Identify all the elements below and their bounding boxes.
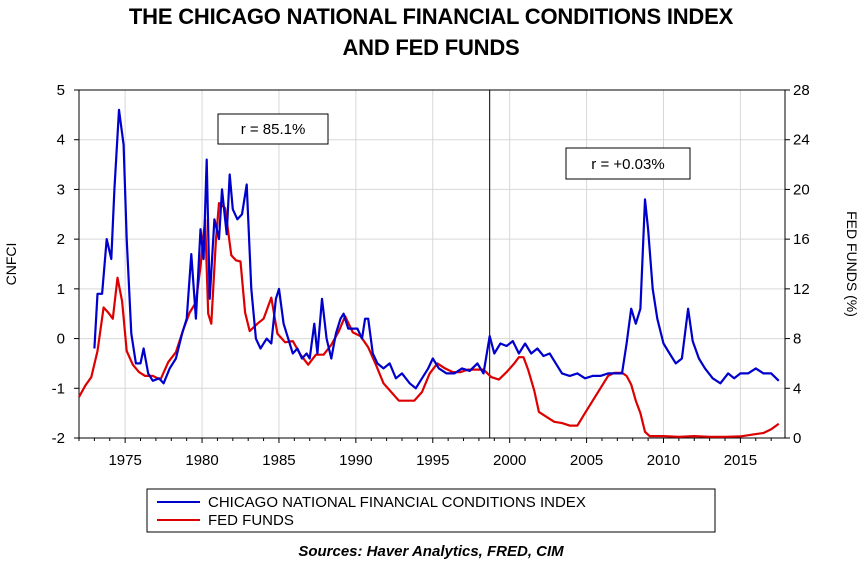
correlation-label-2: r = +0.03% (591, 156, 664, 173)
y2-tick-label: 12 (793, 281, 810, 298)
y2-axis-label: FED FUNDS (%) (844, 211, 860, 317)
annotation-box-2: r = +0.03% (565, 147, 691, 180)
series-layer (78, 108, 780, 438)
correlation-label-1: r = 85.1% (241, 121, 306, 138)
x-tick-label: 1980 (185, 452, 218, 469)
y-axis-label: CNFCI (3, 243, 19, 286)
x-tick-label: 1995 (416, 452, 449, 469)
source-note: Sources: Haver Analytics, FRED, CIM (298, 543, 564, 560)
series-line-cnfci (93, 108, 780, 390)
x-tick-label: 2005 (570, 452, 603, 469)
x-tick-label: 1975 (108, 452, 141, 469)
y-tick-label: 3 (57, 181, 65, 198)
y2-tick-label: 0 (793, 430, 801, 447)
chart-title-line1: THE CHICAGO NATIONAL FINANCIAL CONDITION… (128, 4, 734, 29)
y-tick-label: 0 (57, 331, 65, 348)
gridlines (79, 90, 785, 438)
chart-area: 5 4 3 2 1 0 -1 -2 28 24 20 16 12 8 4 0 1975 1980 1985 1990 1… (3, 82, 860, 533)
y-tick-label: 1 (57, 281, 65, 298)
y2-tick-label: 8 (793, 331, 801, 348)
x-tick-label: 1990 (339, 452, 372, 469)
x-tick-label: 2010 (647, 452, 680, 469)
plot-frame (78, 89, 786, 439)
x-tick-label: 2000 (493, 452, 526, 469)
x-tick-label: 2015 (724, 452, 757, 469)
annotation-box-1: r = 85.1% (217, 113, 329, 145)
x-tick-label: 1985 (262, 452, 295, 469)
legend: CHICAGO NATIONAL FINANCIAL CONDITIONS IN… (146, 488, 716, 533)
y2-tick-label: 24 (793, 132, 810, 149)
chart-title-line2: AND FED FUNDS (342, 35, 520, 60)
y-tick-label: -2 (52, 430, 65, 447)
y2-tick-label: 28 (793, 82, 810, 99)
y-tick-label: -1 (52, 380, 65, 397)
y-tick-label: 4 (57, 132, 65, 149)
legend-label-fedfunds: FED FUNDS (208, 512, 294, 529)
y-tick-label: 2 (57, 231, 65, 248)
legend-box (146, 488, 716, 533)
y2-tick-label: 16 (793, 231, 810, 248)
series-line-fedfunds (78, 202, 780, 438)
y2-tick-label: 4 (793, 380, 801, 397)
axis-ticks: 5 4 3 2 1 0 -1 -2 28 24 20 16 12 8 4 0 1975 1980 1985 1990 1… (52, 82, 810, 469)
y-tick-label: 5 (57, 82, 65, 99)
y2-tick-label: 20 (793, 181, 810, 198)
legend-label-cnfci: CHICAGO NATIONAL FINANCIAL CONDITIONS IN… (208, 494, 586, 511)
